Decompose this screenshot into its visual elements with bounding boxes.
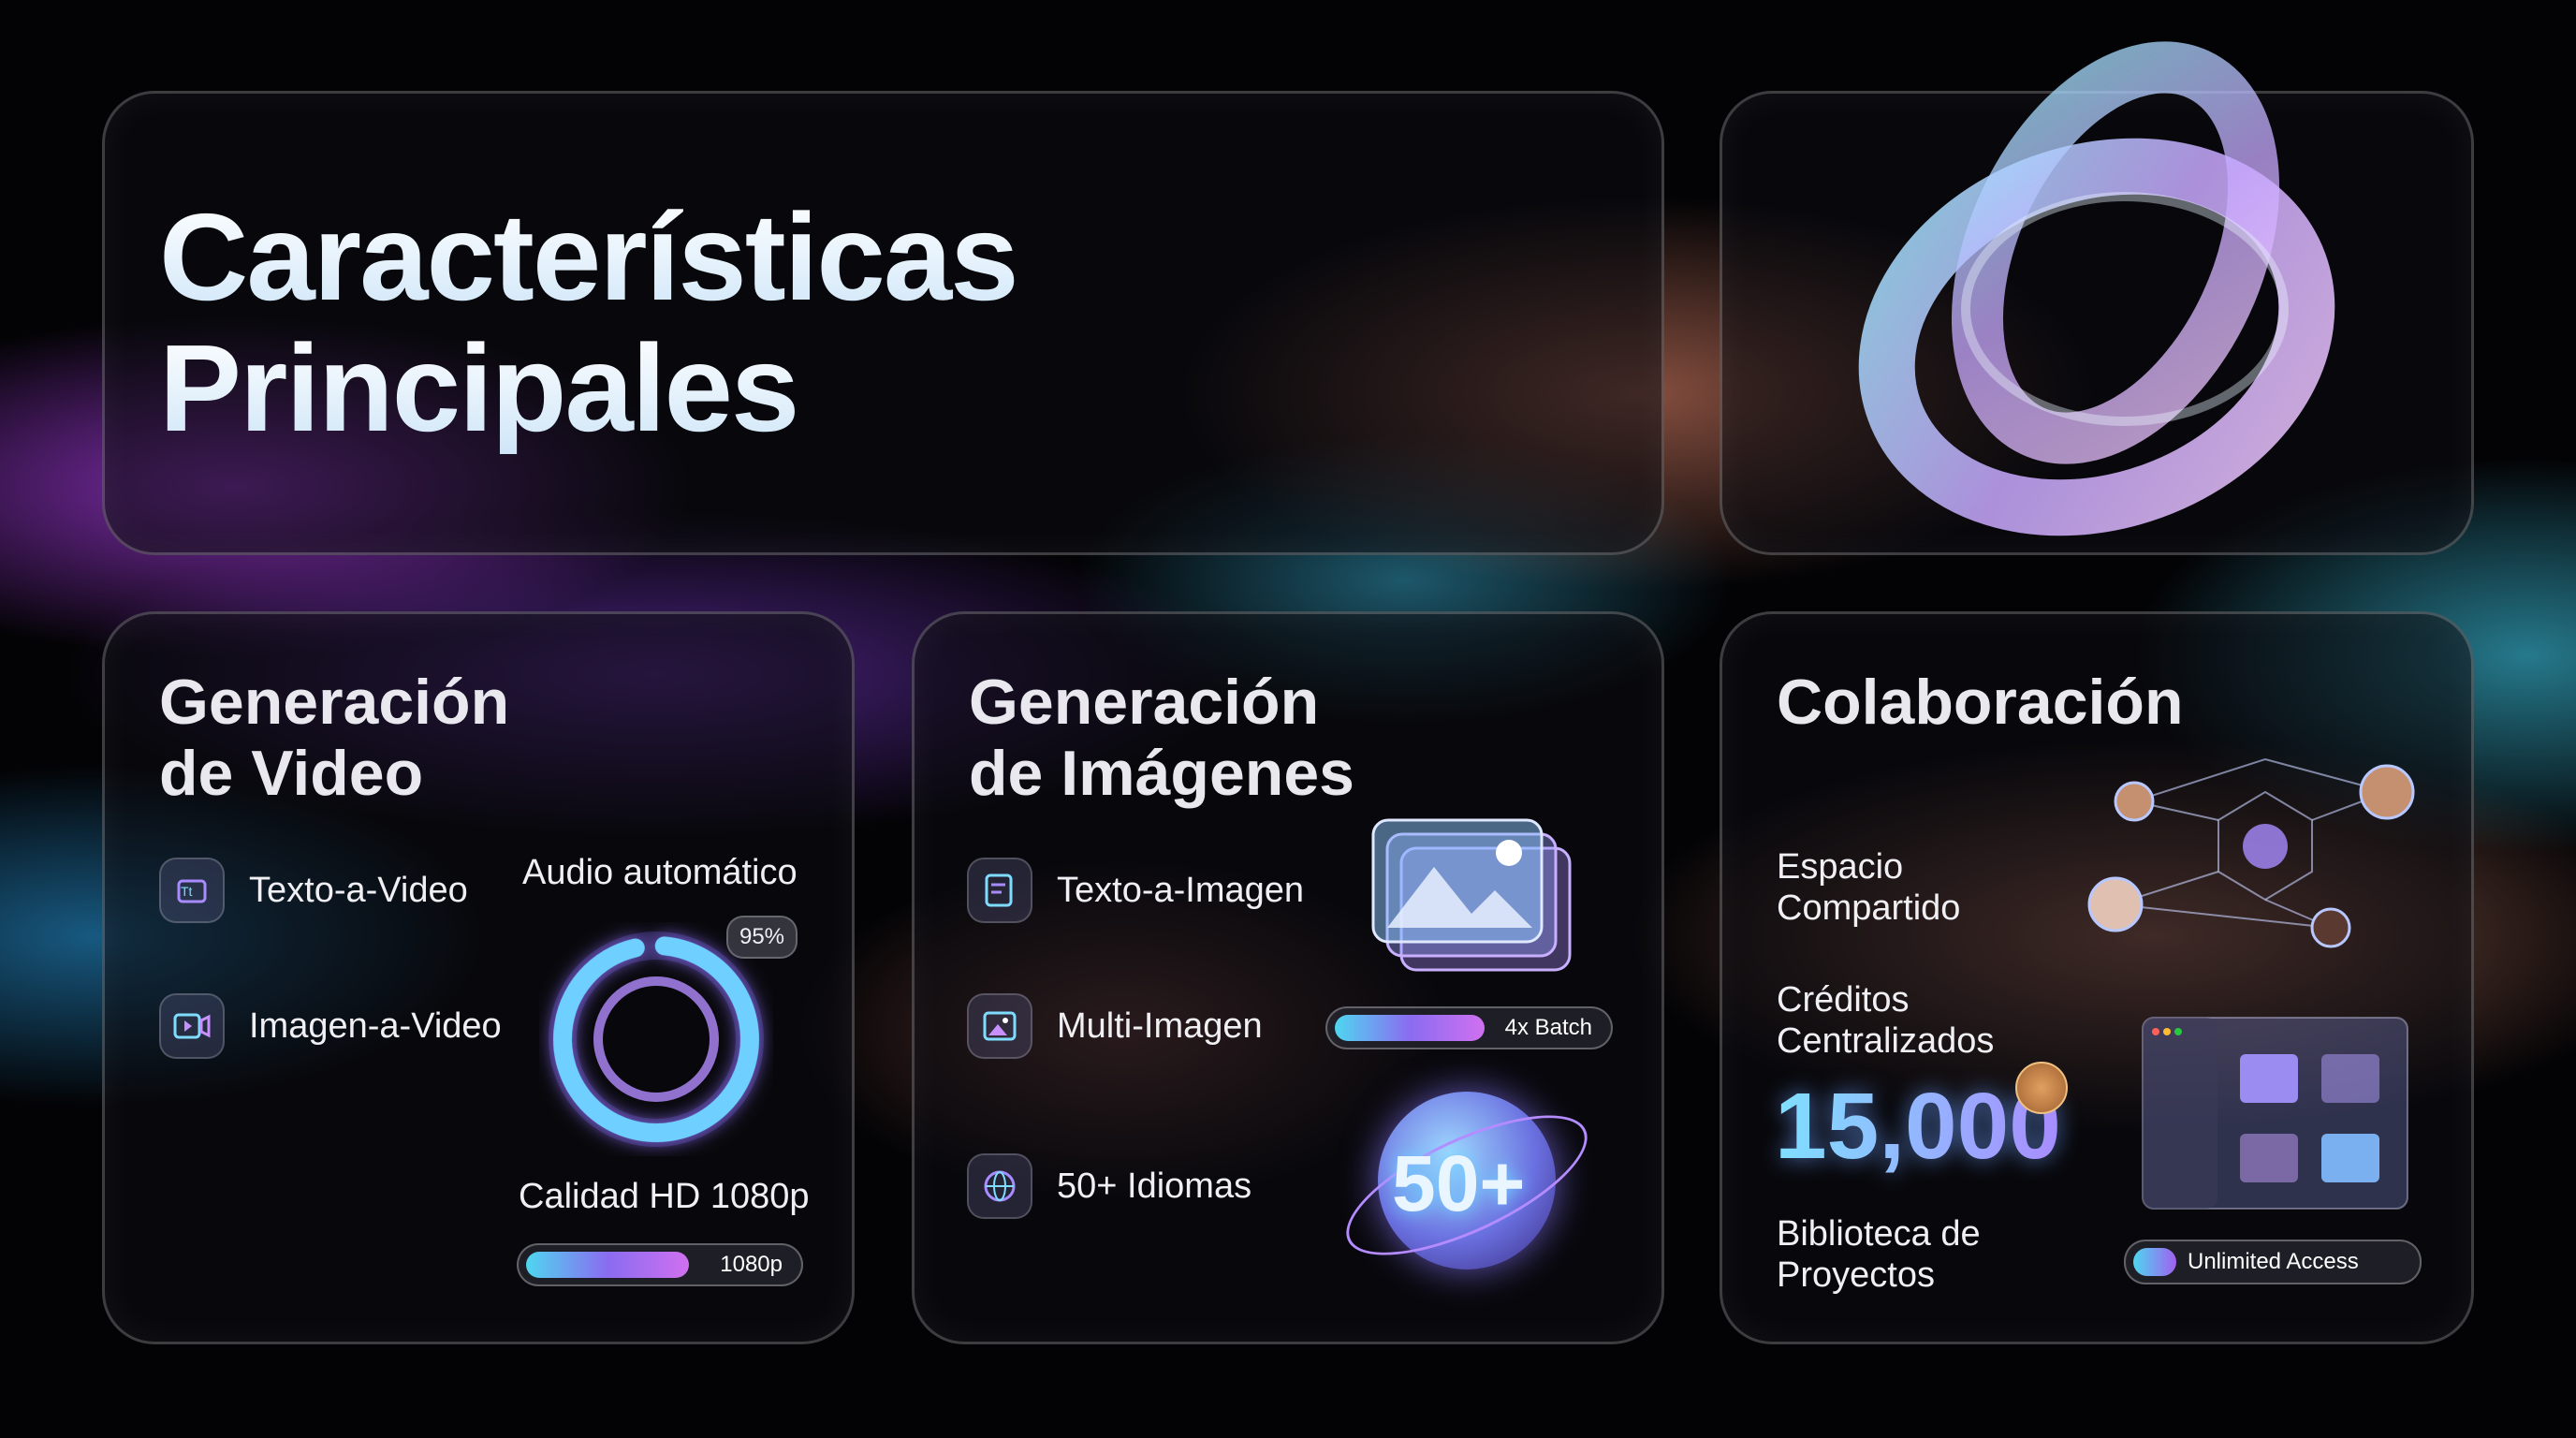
- collab-card-title: Colaboración: [1777, 667, 2184, 738]
- team-network-illustration: [2087, 758, 2415, 948]
- title-card: Características Principales: [102, 91, 1664, 555]
- globe-illustration: [1378, 1092, 1556, 1269]
- glass-knot-illustration: [1858, 41, 2335, 536]
- batch-bar-label: 4x Batch: [1504, 1015, 1592, 1040]
- audio-progress-ring: [549, 932, 764, 1147]
- quality-bar-label: 1080p: [720, 1252, 783, 1277]
- page-title-line1: Características: [159, 188, 1019, 326]
- image-card-title-line1: Generación: [969, 667, 1320, 738]
- globe-count: 50+: [1392, 1139, 1526, 1227]
- image-icon: [967, 993, 1032, 1059]
- feature-label: Texto-a-Imagen: [1057, 871, 1305, 910]
- video-card-title-line2: de Video: [159, 738, 424, 809]
- batch-bar-fill: [1335, 1015, 1485, 1041]
- feature-label: Imagen-a-Video: [249, 1006, 502, 1046]
- page-title-line2: Principales: [159, 319, 799, 457]
- image-card-title-line2: de Imágenes: [969, 738, 1354, 809]
- video-card-title-line1: Generación: [159, 667, 510, 738]
- credits-line2: Centralizados: [1777, 1021, 1995, 1061]
- credits-line1: Créditos: [1777, 980, 1910, 1020]
- feature-text-to-video: Tt Texto-a-Video: [159, 858, 468, 923]
- feature-languages: 50+ Idiomas: [967, 1153, 1251, 1219]
- feature-text-to-image: Texto-a-Imagen: [967, 858, 1304, 923]
- feature-image-to-video: Imagen-a-Video: [159, 993, 502, 1059]
- video-camera-icon: [159, 993, 225, 1059]
- quality-bar: 1080p: [517, 1243, 803, 1286]
- unlimited-access-pill[interactable]: Unlimited Access: [2124, 1240, 2422, 1284]
- audio-percent-badge: 95%: [726, 916, 798, 959]
- shared-space-line2: Compartido: [1777, 888, 1961, 928]
- batch-bar: 4x Batch: [1325, 1006, 1613, 1049]
- image-stack-illustration: [1371, 818, 1572, 972]
- credits-value: 15,000: [1775, 1074, 2061, 1179]
- audio-label: Audio automático: [522, 853, 798, 892]
- feature-label: Texto-a-Video: [249, 871, 468, 910]
- access-toggle-knob: [2133, 1248, 2176, 1276]
- quality-label: Calidad HD 1080p: [519, 1177, 810, 1216]
- project-library-window: [2142, 1017, 2408, 1210]
- feature-label: Multi-Imagen: [1057, 1006, 1263, 1046]
- access-label: Unlimited Access: [2188, 1249, 2359, 1274]
- globe-icon: [967, 1153, 1032, 1219]
- image-generation-card: Generación de Imágenes Texto-a-Imagen Mu…: [912, 611, 1664, 1344]
- text-to-video-icon: Tt: [159, 858, 225, 923]
- quality-bar-fill: [526, 1252, 689, 1278]
- library-line2: Proyectos: [1777, 1255, 1935, 1295]
- shared-space-line1: Espacio: [1777, 847, 1904, 887]
- video-generation-card: Generación de Video Tt Texto-a-Video Ima…: [102, 611, 855, 1344]
- feature-multi-image: Multi-Imagen: [967, 993, 1263, 1059]
- text-to-image-icon: [967, 858, 1032, 923]
- credit-card-coin-icon: [2015, 1062, 2068, 1114]
- collaboration-card: Colaboración Espacio Compartido Créditos…: [1720, 611, 2474, 1344]
- feature-label: 50+ Idiomas: [1057, 1167, 1252, 1206]
- library-line1: Biblioteca de: [1777, 1214, 1981, 1254]
- svg-text:Tt: Tt: [181, 884, 193, 899]
